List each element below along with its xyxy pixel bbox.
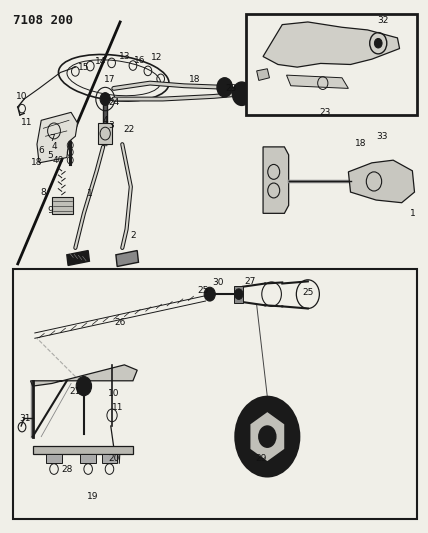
Text: 2: 2 xyxy=(130,231,136,240)
Polygon shape xyxy=(116,251,139,266)
Text: 23: 23 xyxy=(226,84,237,93)
Text: 10: 10 xyxy=(108,389,119,398)
Text: 14: 14 xyxy=(95,58,107,66)
Text: 24: 24 xyxy=(108,98,119,107)
Text: 9: 9 xyxy=(47,206,53,215)
Text: 29: 29 xyxy=(255,455,267,463)
Text: 18: 18 xyxy=(355,139,367,148)
Polygon shape xyxy=(348,160,414,203)
Text: 18: 18 xyxy=(31,158,43,167)
Text: 7108 200: 7108 200 xyxy=(14,14,74,27)
Text: 11: 11 xyxy=(21,118,32,127)
Text: 8: 8 xyxy=(41,188,46,197)
Circle shape xyxy=(217,78,232,97)
Polygon shape xyxy=(52,197,73,214)
Text: 12: 12 xyxy=(151,53,162,62)
Text: 27: 27 xyxy=(244,277,256,286)
FancyBboxPatch shape xyxy=(246,14,416,115)
Circle shape xyxy=(207,290,213,298)
Text: 18: 18 xyxy=(189,75,201,84)
Polygon shape xyxy=(46,454,62,463)
Text: 4: 4 xyxy=(51,142,57,151)
Circle shape xyxy=(374,38,382,48)
Polygon shape xyxy=(102,454,117,463)
Text: 21: 21 xyxy=(70,387,81,396)
Polygon shape xyxy=(263,22,400,67)
Text: 7: 7 xyxy=(49,134,55,143)
Text: 28: 28 xyxy=(61,465,72,474)
Polygon shape xyxy=(67,251,89,265)
Text: 30: 30 xyxy=(213,278,224,287)
Text: 1: 1 xyxy=(410,209,415,218)
Text: 26: 26 xyxy=(114,318,126,327)
Text: 17: 17 xyxy=(104,75,115,84)
Text: 16: 16 xyxy=(134,56,145,65)
Circle shape xyxy=(262,430,273,443)
Polygon shape xyxy=(250,411,285,462)
Text: 1: 1 xyxy=(87,189,93,198)
Text: 13: 13 xyxy=(119,52,130,61)
Text: 31: 31 xyxy=(20,414,31,423)
Circle shape xyxy=(76,376,92,395)
Text: 15: 15 xyxy=(78,63,89,71)
Circle shape xyxy=(100,93,110,106)
Circle shape xyxy=(235,397,299,477)
Text: 20: 20 xyxy=(108,455,119,463)
Text: 32: 32 xyxy=(377,16,388,25)
Polygon shape xyxy=(235,286,243,303)
Text: 10: 10 xyxy=(16,92,28,101)
Polygon shape xyxy=(98,123,113,144)
Circle shape xyxy=(232,82,251,106)
Text: 11: 11 xyxy=(112,403,124,412)
Polygon shape xyxy=(286,75,348,88)
Circle shape xyxy=(80,382,87,390)
Text: 40: 40 xyxy=(53,156,64,165)
Text: 6: 6 xyxy=(39,146,44,155)
FancyBboxPatch shape xyxy=(14,269,416,519)
Text: 25: 25 xyxy=(302,287,314,296)
Polygon shape xyxy=(257,69,270,80)
Text: 5: 5 xyxy=(47,151,53,160)
Text: 25: 25 xyxy=(198,286,209,295)
Polygon shape xyxy=(37,112,77,163)
Polygon shape xyxy=(263,147,288,213)
Circle shape xyxy=(235,289,243,300)
Text: 22: 22 xyxy=(123,125,134,134)
Text: 3: 3 xyxy=(109,121,114,130)
Polygon shape xyxy=(30,365,137,386)
Text: 23: 23 xyxy=(319,108,330,117)
Circle shape xyxy=(204,287,215,301)
Circle shape xyxy=(259,426,276,447)
Text: 33: 33 xyxy=(377,132,388,141)
Text: 19: 19 xyxy=(86,491,98,500)
Polygon shape xyxy=(33,446,133,454)
Polygon shape xyxy=(80,454,96,463)
Text: 4: 4 xyxy=(102,116,108,125)
